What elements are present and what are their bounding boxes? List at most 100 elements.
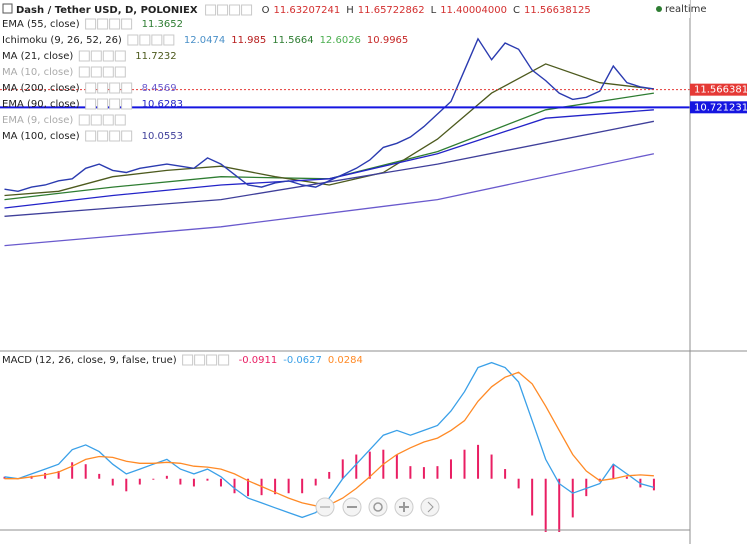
zoom-minus-button[interactable] [342, 497, 362, 517]
legend-icon[interactable] [85, 18, 97, 30]
legend-icon[interactable] [90, 114, 102, 126]
histogram-bar [612, 464, 615, 479]
ohlc-value: 11.40004000 [440, 5, 507, 16]
legend-icon[interactable] [139, 34, 151, 46]
legend-icon[interactable] [85, 82, 97, 94]
histogram-bar [504, 469, 507, 479]
ohlc-key: O [262, 5, 270, 16]
ohlc-value: 11.65722862 [358, 5, 425, 16]
legend-name: MA (21, close) [2, 51, 73, 62]
histogram-bar [3, 476, 6, 479]
histogram-bar [71, 462, 74, 479]
realtime-dot [656, 6, 662, 12]
legend-icon[interactable] [85, 130, 97, 142]
histogram-bar [152, 478, 155, 480]
histogram-bar [165, 475, 168, 479]
legend-icon[interactable] [97, 130, 109, 142]
histogram-bar [544, 478, 547, 532]
ohlc-value: 11.56638125 [524, 5, 591, 16]
histogram-bar [192, 478, 195, 487]
histogram-bar [44, 472, 47, 479]
legend-icon[interactable] [97, 98, 109, 110]
legend-value: 8.4569 [142, 83, 177, 94]
histogram-bar [436, 466, 439, 479]
histogram-bar [558, 478, 561, 532]
legend-icon[interactable] [206, 354, 218, 366]
legend-icon[interactable] [194, 354, 206, 366]
reset-button[interactable] [368, 497, 388, 517]
legend-icon[interactable] [102, 66, 114, 78]
legend-icon[interactable] [114, 114, 126, 126]
legend-icon[interactable] [121, 130, 133, 142]
histogram-bar [341, 459, 344, 479]
macd-value: 0.0284 [328, 355, 363, 366]
histogram-bar [57, 470, 60, 479]
price-line [4, 37, 655, 193]
scroll-button[interactable] [420, 497, 440, 517]
histogram-bar [206, 478, 209, 481]
legend-icon[interactable] [78, 66, 90, 78]
study-line [4, 63, 654, 197]
legend-name: MA (200, close) [2, 83, 80, 94]
legend-icon[interactable] [97, 18, 109, 30]
price-label-box [690, 101, 747, 114]
histogram-bar [395, 454, 398, 479]
legend-icon[interactable] [121, 98, 133, 110]
histogram-bar [219, 478, 222, 487]
ohlc-value: 11.63207241 [273, 5, 340, 16]
study-line [4, 109, 654, 209]
realtime-label: realtime [665, 4, 707, 15]
legend-icon[interactable] [127, 34, 139, 46]
histogram-bar [409, 466, 412, 479]
legend-value: 10.6283 [142, 99, 183, 110]
legend-value: 11.3652 [142, 19, 183, 30]
legend-icon[interactable] [182, 354, 194, 366]
histogram-bar [477, 444, 480, 479]
legend-icon[interactable] [102, 114, 114, 126]
legend-value: 11.5664 [272, 35, 313, 46]
legend-icon[interactable] [97, 82, 109, 94]
legend-icon[interactable] [85, 98, 97, 110]
histogram-bar [652, 478, 655, 491]
histogram-bar [517, 478, 520, 489]
histogram-bar [247, 478, 250, 497]
legend-icon[interactable] [90, 66, 102, 78]
legend-icon[interactable] [241, 4, 253, 16]
histogram-bar [274, 478, 277, 495]
legend-icon[interactable] [109, 18, 121, 30]
legend-icon[interactable] [218, 354, 230, 366]
legend-icon[interactable] [109, 82, 121, 94]
legend-icon[interactable] [151, 34, 163, 46]
study-line [4, 153, 655, 247]
legend-icon[interactable] [114, 66, 126, 78]
legend-icon[interactable] [78, 114, 90, 126]
histogram-bar [368, 451, 371, 479]
legend-icon[interactable] [217, 4, 229, 16]
legend-value: 10.9965 [367, 35, 408, 46]
ohlc-key: H [346, 5, 354, 16]
histogram-bar [179, 478, 182, 485]
legend-icon[interactable] [205, 4, 217, 16]
legend-icon[interactable] [163, 34, 175, 46]
legend-icon[interactable] [78, 50, 90, 62]
symbol-toggle[interactable] [2, 3, 13, 14]
zoom-in-button[interactable] [394, 497, 414, 517]
chart-title: Dash / Tether USD, D, POLONIEX [16, 5, 198, 16]
histogram-bar [463, 449, 466, 479]
legend-icon[interactable] [102, 50, 114, 62]
histogram-bar [531, 478, 534, 516]
legend-name: MA (10, close) [2, 67, 73, 78]
legend-icon[interactable] [114, 50, 126, 62]
legend-icon[interactable] [229, 4, 241, 16]
histogram-bar [571, 478, 574, 518]
histogram-bar [233, 478, 236, 494]
legend-icon[interactable] [121, 18, 133, 30]
legend-icon[interactable] [109, 130, 121, 142]
zoom-out-button[interactable] [315, 497, 335, 517]
legend-icon[interactable] [90, 50, 102, 62]
histogram-bar [328, 471, 331, 479]
legend-icon[interactable] [109, 98, 121, 110]
legend-icon[interactable] [121, 82, 133, 94]
